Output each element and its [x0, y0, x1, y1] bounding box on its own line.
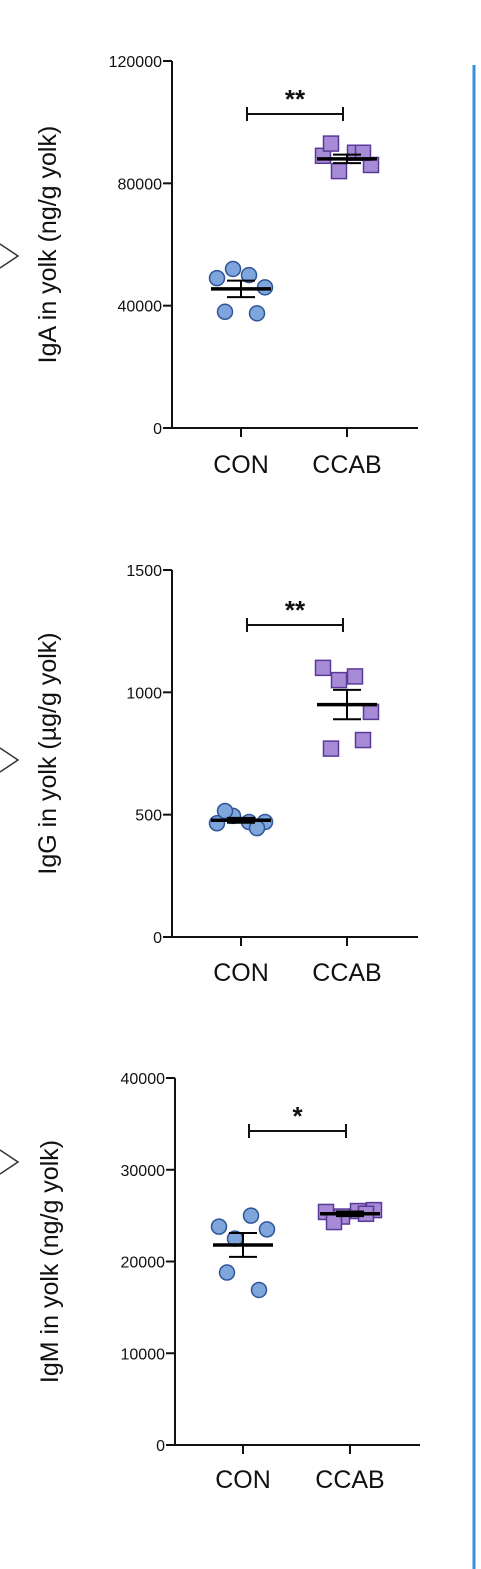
significance-label: *	[292, 1101, 303, 1131]
category-label: CON	[213, 451, 269, 479]
y-tick-label: 0	[153, 421, 162, 438]
chevron-right-icon	[0, 1149, 20, 1175]
y-tick-label: 1500	[126, 563, 162, 580]
data-point-con	[216, 303, 234, 321]
significance-bracket	[246, 618, 344, 632]
chart-panel-1: 0 40000 80000 120000 CON CCAB IgA in yolk (ng/…	[34, 54, 418, 479]
data-point-con	[248, 305, 266, 322]
category-label: CON	[215, 1466, 271, 1494]
significance-label: **	[285, 595, 306, 625]
significance-bracket	[248, 1124, 347, 1138]
y-tick-label: 30000	[121, 1163, 166, 1180]
data-point-ccab	[322, 135, 340, 152]
y-tick-label: 500	[135, 808, 162, 825]
data-point-con	[240, 266, 258, 284]
category-label: CCAB	[315, 1466, 384, 1494]
category-label: CON	[213, 959, 269, 987]
data-point-ccab	[354, 731, 372, 749]
chevron-right-icon	[0, 747, 20, 773]
data-point-ccab	[330, 162, 348, 180]
data-point-con	[224, 260, 242, 278]
panels: 0 40000 80000 120000 CON CCAB IgA in yolk (ng/…	[34, 54, 420, 1494]
data-point-con	[218, 1264, 236, 1281]
data-point-con	[250, 1281, 268, 1299]
data-point-ccab	[362, 703, 380, 721]
data-point-con	[208, 269, 226, 287]
y-tick-label: 1000	[126, 685, 162, 702]
category-label: CCAB	[312, 959, 381, 987]
data-point-ccab	[314, 659, 332, 677]
data-point-ccab	[330, 671, 348, 689]
chart-panel-3: 0 10000 20000 30000 40000 CON CCAB IgM in yolk …	[36, 1071, 420, 1494]
y-tick-label: 0	[156, 1438, 165, 1455]
y-tick-label: 10000	[121, 1346, 166, 1363]
chart-panel-2: 0 500 1000 1500 CON CCAB IgG in yolk (µg/g yol…	[34, 563, 418, 987]
significance-bracket	[246, 107, 344, 121]
y-tick-label: 40000	[121, 1071, 166, 1088]
category-label: CCAB	[312, 451, 381, 479]
y-tick-label: 40000	[118, 299, 163, 316]
data-point-con	[210, 1218, 228, 1235]
data-point-ccab	[322, 740, 340, 757]
y-axis-label: IgM in yolk (ng/g yolk)	[36, 1140, 64, 1383]
data-point-con	[216, 802, 234, 820]
data-point-ccab	[346, 668, 364, 685]
data-point-con	[242, 1207, 260, 1224]
chevron-right-icon	[0, 243, 20, 269]
y-tick-label: 120000	[109, 54, 162, 71]
y-axis-label: IgG in yolk (µg/g yolk)	[34, 632, 62, 874]
y-tick-label: 0	[153, 930, 162, 947]
y-tick-label: 20000	[121, 1255, 166, 1272]
y-tick-label: 80000	[118, 176, 163, 193]
y-axis-label: IgA in yolk (ng/g yolk)	[34, 126, 62, 364]
significance-label: **	[285, 84, 306, 114]
data-point-con	[258, 1221, 276, 1238]
